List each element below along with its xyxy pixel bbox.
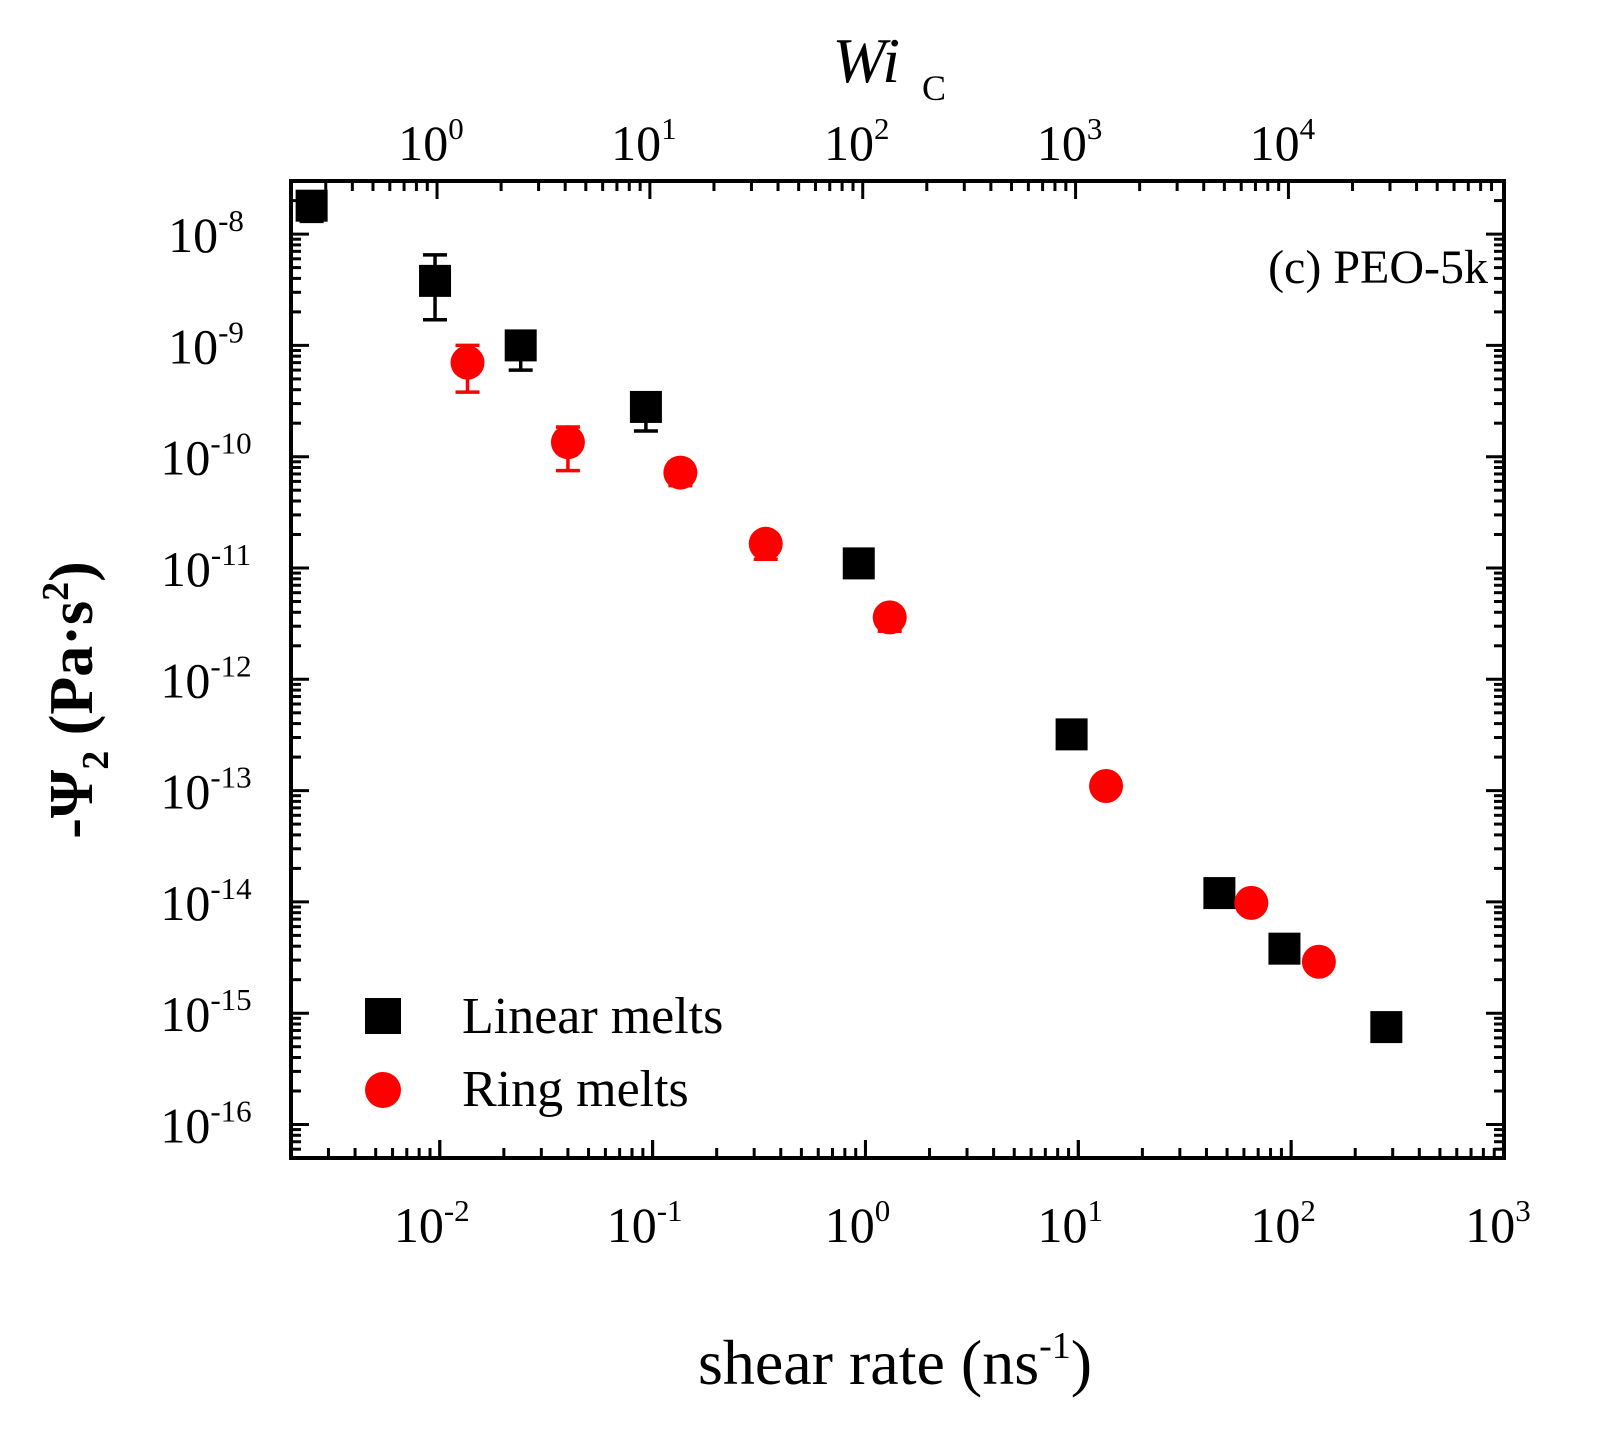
y-axis-title: -Ψ2 (Pa·s2) bbox=[35, 561, 117, 838]
y-axis-title-mid: (Pa·s bbox=[38, 601, 106, 751]
ring-melt-point bbox=[1089, 768, 1124, 803]
y-axis-title-sub: 2 bbox=[75, 751, 117, 770]
y-tick-label: 10-9 bbox=[168, 314, 244, 374]
panel-label: (c) PEO-5k bbox=[1268, 241, 1488, 294]
x-axis-title-sup: -1 bbox=[1039, 1325, 1071, 1367]
linear-melt-point bbox=[629, 390, 662, 423]
ring-melt-point bbox=[872, 600, 907, 635]
x-axis-title-base: shear rate (ns bbox=[698, 1327, 1039, 1398]
y-axis-title-sup: 2 bbox=[35, 582, 77, 601]
top-tick-label: 102 bbox=[824, 111, 890, 171]
y-tick-label: 10-13 bbox=[160, 760, 251, 820]
y-axis-title-pre: -Ψ bbox=[38, 769, 106, 839]
x-axis-title: shear rate (ns-1) bbox=[698, 1325, 1092, 1398]
legend-marker-linear bbox=[365, 998, 401, 1034]
x-tick-label: 10-1 bbox=[607, 1193, 683, 1253]
x-axis-title-tail: ) bbox=[1071, 1327, 1092, 1398]
linear-melt-point bbox=[295, 189, 328, 222]
linear-melt-point bbox=[419, 264, 452, 297]
linear-melt-point bbox=[842, 547, 875, 580]
x-tick-label: 100 bbox=[825, 1193, 891, 1253]
top-tick-label: 101 bbox=[611, 111, 677, 171]
y-tick-label: 10-10 bbox=[160, 426, 251, 486]
linear-melt-point bbox=[504, 329, 537, 362]
top-tick-label: 104 bbox=[1250, 111, 1316, 171]
top-tick-label: 103 bbox=[1037, 111, 1103, 171]
top-axis-title: Wi bbox=[832, 25, 900, 96]
top-tick-label: 100 bbox=[398, 111, 464, 171]
ring-melt-point bbox=[663, 455, 698, 490]
legend-label-linear: Linear melts bbox=[462, 988, 723, 1045]
legend: Linear melts Ring melts bbox=[365, 988, 723, 1118]
y-tick-label: 10-8 bbox=[168, 203, 244, 263]
y-tick-label: 10-14 bbox=[160, 871, 252, 931]
linear-melt-point bbox=[1203, 877, 1236, 910]
x-tick-label: 101 bbox=[1038, 1193, 1104, 1253]
x-tick-label: 10-2 bbox=[394, 1193, 470, 1253]
legend-marker-ring bbox=[365, 1072, 401, 1108]
linear-melt-point bbox=[1055, 718, 1088, 751]
y-tick-label: 10-15 bbox=[160, 982, 251, 1042]
plot-frame bbox=[289, 179, 1506, 1160]
linear-melt-point bbox=[1268, 932, 1301, 965]
y-axis-title-tail: ) bbox=[38, 561, 106, 582]
ring-melt-point bbox=[450, 345, 485, 380]
ring-melt-point bbox=[1301, 944, 1336, 979]
ring-melt-point bbox=[1234, 885, 1269, 920]
ring-melt-point bbox=[550, 425, 585, 460]
x-tick-label: 102 bbox=[1250, 1193, 1316, 1253]
x-tick-label: 103 bbox=[1465, 1193, 1531, 1253]
ring-melt-point bbox=[748, 526, 783, 561]
y-tick-label: 10-12 bbox=[160, 648, 251, 708]
errorbars-layer bbox=[299, 196, 1399, 1040]
points-layer bbox=[295, 189, 1403, 1044]
top-axis-title-subscript: C bbox=[922, 68, 946, 108]
y-tick-label: 10-16 bbox=[160, 1093, 251, 1153]
legend-label-ring: Ring melts bbox=[462, 1061, 689, 1118]
y-tick-label: 10-11 bbox=[161, 537, 251, 597]
linear-melt-point bbox=[1370, 1011, 1403, 1044]
ticks-layer: 10-2 10-1 100 101 102 103 100 101 102 103 104 10-8 1… bbox=[160, 111, 1530, 1253]
